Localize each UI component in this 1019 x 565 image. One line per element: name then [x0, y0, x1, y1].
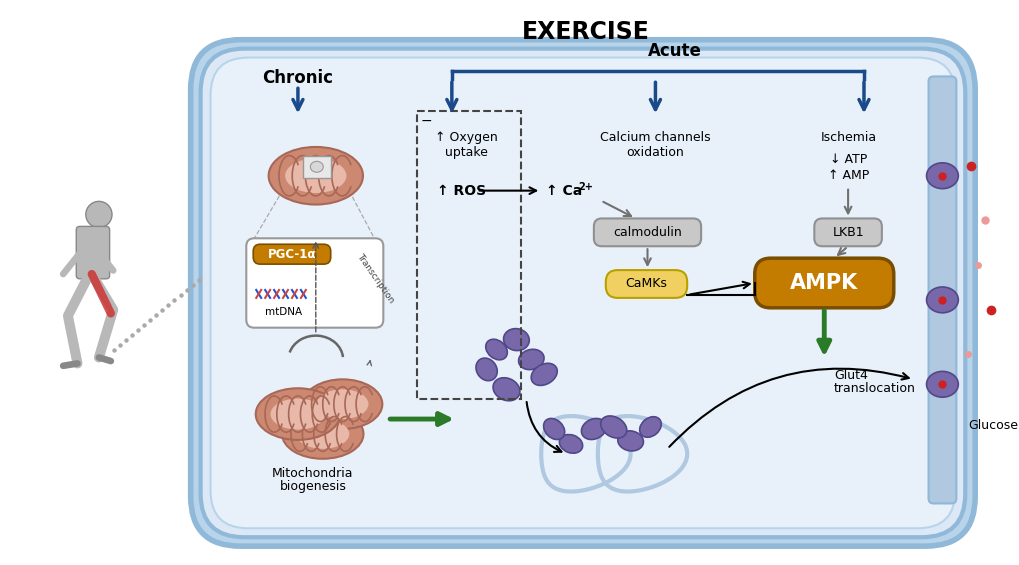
- FancyBboxPatch shape: [76, 227, 109, 279]
- FancyBboxPatch shape: [191, 40, 974, 546]
- FancyBboxPatch shape: [303, 156, 330, 178]
- FancyBboxPatch shape: [593, 219, 700, 246]
- Ellipse shape: [296, 419, 348, 449]
- Ellipse shape: [531, 363, 556, 385]
- Ellipse shape: [925, 371, 958, 397]
- Ellipse shape: [492, 378, 520, 401]
- Ellipse shape: [476, 358, 496, 381]
- Text: calmodulin: calmodulin: [612, 226, 681, 239]
- Text: CaMKs: CaMKs: [625, 277, 666, 290]
- Ellipse shape: [503, 329, 529, 351]
- Text: Glucose: Glucose: [967, 419, 1017, 432]
- FancyBboxPatch shape: [927, 76, 956, 503]
- Ellipse shape: [317, 389, 368, 419]
- Text: biogenesis: biogenesis: [279, 480, 345, 493]
- Text: LKB1: LKB1: [832, 226, 863, 239]
- FancyBboxPatch shape: [253, 244, 330, 264]
- Text: Calcium channels: Calcium channels: [599, 131, 710, 144]
- Ellipse shape: [543, 419, 565, 440]
- FancyBboxPatch shape: [605, 270, 687, 298]
- Text: Chronic: Chronic: [262, 69, 333, 88]
- Ellipse shape: [285, 158, 346, 193]
- FancyBboxPatch shape: [210, 58, 955, 528]
- Ellipse shape: [558, 434, 582, 453]
- Text: oxidation: oxidation: [626, 146, 684, 159]
- Ellipse shape: [256, 388, 339, 440]
- Ellipse shape: [618, 431, 643, 451]
- Text: ↓ ATP: ↓ ATP: [829, 153, 867, 166]
- Text: mtDNA: mtDNA: [265, 307, 303, 317]
- Ellipse shape: [518, 349, 543, 370]
- Ellipse shape: [485, 339, 506, 360]
- Text: translocation: translocation: [834, 383, 915, 396]
- Ellipse shape: [925, 163, 958, 189]
- Ellipse shape: [310, 162, 323, 172]
- Text: Glut4: Glut4: [834, 370, 867, 383]
- Text: PGC-1α: PGC-1α: [267, 247, 316, 260]
- Text: Transcription: Transcription: [356, 252, 396, 305]
- Text: 2+: 2+: [578, 182, 592, 192]
- Text: −: −: [420, 114, 431, 128]
- Ellipse shape: [303, 379, 382, 429]
- Ellipse shape: [639, 417, 660, 437]
- Text: Mitochondria: Mitochondria: [272, 467, 354, 480]
- Ellipse shape: [270, 398, 325, 429]
- Text: ↑ Ca: ↑ Ca: [545, 184, 582, 198]
- Text: EXERCISE: EXERCISE: [522, 20, 649, 44]
- Text: ↑ AMP: ↑ AMP: [827, 169, 869, 182]
- Text: uptake: uptake: [445, 146, 488, 159]
- Ellipse shape: [268, 147, 363, 205]
- FancyBboxPatch shape: [754, 258, 893, 308]
- FancyBboxPatch shape: [201, 49, 964, 537]
- Ellipse shape: [282, 409, 363, 459]
- Ellipse shape: [581, 419, 605, 440]
- Ellipse shape: [925, 287, 958, 313]
- Text: ↑ Oxygen: ↑ Oxygen: [435, 131, 497, 144]
- Text: ↑ ROS: ↑ ROS: [436, 184, 486, 198]
- Ellipse shape: [600, 416, 626, 438]
- FancyBboxPatch shape: [246, 238, 383, 328]
- Text: Acute: Acute: [648, 42, 701, 60]
- Ellipse shape: [86, 201, 112, 228]
- Text: Ischemia: Ischemia: [820, 131, 876, 144]
- Text: AMPK: AMPK: [790, 273, 858, 293]
- FancyBboxPatch shape: [813, 219, 881, 246]
